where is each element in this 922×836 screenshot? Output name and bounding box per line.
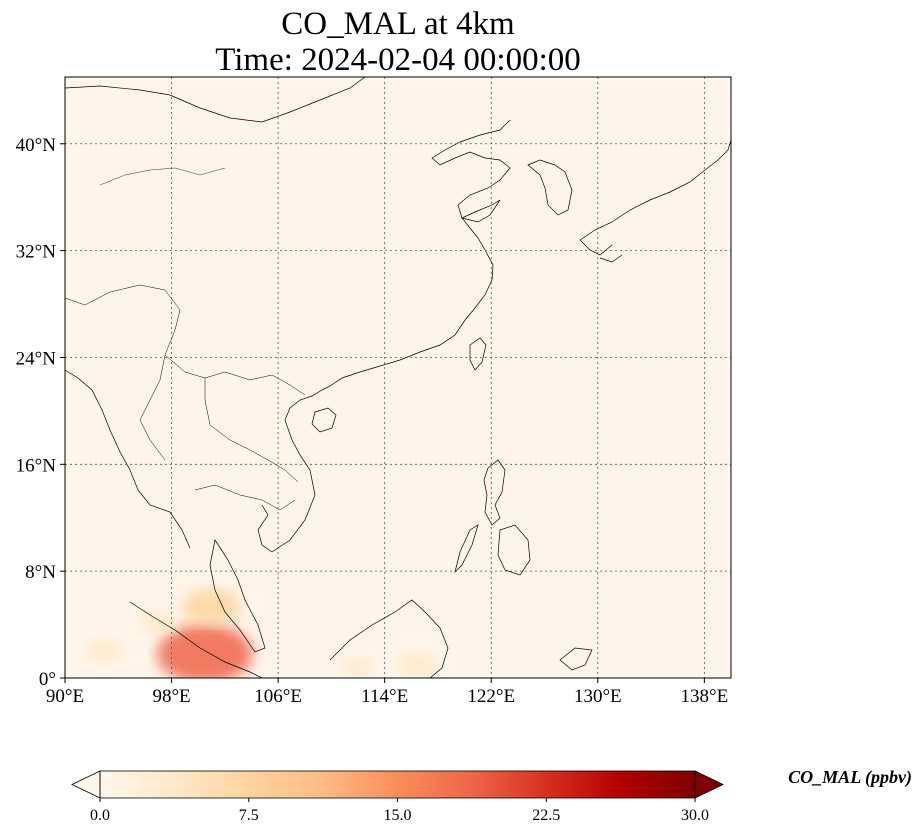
- concentration-hotspot: [86, 639, 124, 663]
- longitude-tick-label: 122°E: [467, 686, 515, 707]
- colorbar: 0.0 7.5 15.0 22.5 30.0: [71, 770, 724, 824]
- concentration-hotspot: [341, 657, 375, 678]
- longitude-tick-label: 130°E: [574, 686, 622, 707]
- map-axes: 90°E 98°E 106°E 114°E 122°E 130°E 138°E 0° 8°N 16…: [16, 135, 729, 707]
- latitude-tick-label: 0°: [39, 669, 56, 690]
- longitude-tick-label: 138°E: [681, 686, 729, 707]
- colorbar-tick-label: 22.5: [532, 807, 560, 824]
- concentration-hotspot: [139, 610, 177, 634]
- map-subtitle-time: Time: 2024-02-04 00:00:00: [215, 42, 581, 78]
- colorbar-tick-label: 30.0: [681, 807, 709, 824]
- longitude-tick-label: 114°E: [361, 686, 408, 707]
- colorbar-label: CO_MAL (ppbv): [788, 767, 912, 787]
- latitude-tick-label: 40°N: [16, 135, 57, 156]
- latitude-tick-label: 32°N: [16, 242, 57, 263]
- latitude-tick-label: 16°N: [16, 455, 57, 476]
- gridlines: [65, 77, 731, 678]
- colorbar-tick-label: 0.0: [90, 807, 110, 824]
- map-frame: [64, 76, 732, 679]
- longitude-tick-label: 90°E: [46, 686, 84, 707]
- concentration-hotspot: [397, 651, 439, 678]
- coastlines: [65, 77, 731, 678]
- latitude-tick-label: 24°N: [16, 348, 57, 369]
- colorbar-tick-label: 15.0: [384, 807, 412, 824]
- colorbar-tick-label: 7.5: [239, 807, 259, 824]
- concentration-hotspot: [181, 588, 242, 626]
- colorbar-extend-min: [71, 770, 101, 799]
- longitude-tick-label: 106°E: [254, 686, 302, 707]
- map-title: CO_MAL at 4km: [281, 6, 515, 42]
- latitude-tick-label: 8°N: [25, 562, 56, 583]
- map-area: [65, 77, 731, 678]
- longitude-tick-label: 98°E: [152, 686, 190, 707]
- colorbar-gradient: [100, 771, 695, 798]
